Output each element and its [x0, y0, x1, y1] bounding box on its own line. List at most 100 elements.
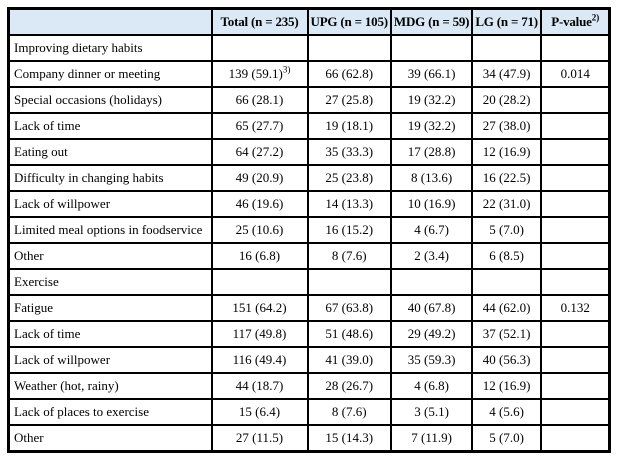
row-label: Eating out	[7, 138, 213, 166]
data-cell: 66 (62.8)	[306, 60, 392, 88]
data-cell	[539, 216, 611, 244]
footnote-ref: 3)	[282, 64, 291, 75]
data-cell: 35 (59.3)	[389, 346, 474, 374]
data-cell: 117 (49.8)	[210, 320, 309, 348]
data-cell: 4 (5.6)	[471, 398, 542, 426]
data-cell: 67 (63.8)	[306, 294, 392, 322]
data-cell: 15 (14.3)	[306, 424, 392, 453]
data-cell: 66 (28.1)	[210, 86, 309, 114]
row-label: Lack of willpower	[7, 190, 213, 218]
data-cell: 116 (49.4)	[210, 346, 309, 374]
data-cell: 16 (22.5)	[471, 164, 542, 192]
data-cell	[471, 34, 542, 62]
data-cell: 40 (56.3)	[471, 346, 542, 374]
data-cell: 35 (33.3)	[306, 138, 392, 166]
data-cell	[306, 34, 392, 62]
data-cell	[539, 242, 611, 270]
data-cell	[539, 268, 611, 296]
row-label: Weather (hot, rainy)	[7, 372, 213, 400]
data-cell: 64 (27.2)	[210, 138, 309, 166]
data-cell	[539, 398, 611, 426]
data-cell	[539, 372, 611, 400]
table-row: Lack of willpower 46 (19.6) 14 (13.3) 10 (1…	[7, 190, 611, 218]
data-cell	[539, 138, 611, 166]
data-cell: 8 (7.6)	[306, 398, 392, 426]
table-row: Weather (hot, rainy) 44 (18.7) 28 (26.7) 4 …	[7, 372, 611, 400]
data-cell: 15 (6.4)	[210, 398, 309, 426]
data-cell	[539, 164, 611, 192]
data-cell: 4 (6.7)	[389, 216, 474, 244]
data-cell: 51 (48.6)	[306, 320, 392, 348]
row-label: Lack of time	[7, 112, 213, 140]
row-label: Lack of willpower	[7, 346, 213, 374]
data-cell: 8 (7.6)	[306, 242, 392, 270]
table-row: Lack of places to exercise 15 (6.4) 8 (7.6…	[7, 398, 611, 426]
data-cell	[539, 346, 611, 374]
row-label: Fatigue	[7, 294, 213, 322]
data-cell: 27 (38.0)	[471, 112, 542, 140]
data-cell: 8 (13.6)	[389, 164, 474, 192]
data-cell: 139 (59.1)3)	[210, 60, 309, 88]
data-cell: 22 (31.0)	[471, 190, 542, 218]
table-header: Total (n = 235) UPG (n = 105) MDG (n = 59)…	[7, 7, 611, 36]
data-cell: 5 (7.0)	[471, 424, 542, 453]
table-row: Lack of willpower 116 (49.4) 41 (39.0) 35 (…	[7, 346, 611, 374]
table-row: Other 27 (11.5) 15 (14.3) 7 (11.9) 5 (7.0)	[7, 424, 611, 453]
column-header-2: MDG (n = 59)	[389, 7, 474, 36]
row-label: Special occasions (holidays)	[7, 86, 213, 114]
data-cell: 40 (67.8)	[389, 294, 474, 322]
data-cell	[539, 190, 611, 218]
table-body: Improving dietary habits Company dinner o…	[7, 34, 611, 453]
data-cell	[539, 86, 611, 114]
data-cell: 14 (13.3)	[306, 190, 392, 218]
table-row: Difficulty in changing habits 49 (20.9) 25…	[7, 164, 611, 192]
column-header-3: LG (n = 71)	[471, 7, 542, 36]
data-cell: 39 (66.1)	[389, 60, 474, 88]
data-cell: 65 (27.7)	[210, 112, 309, 140]
data-cell: 3 (5.1)	[389, 398, 474, 426]
data-cell	[306, 268, 392, 296]
data-cell: 34 (47.9)	[471, 60, 542, 88]
data-cell: 0.132	[539, 294, 611, 322]
data-cell	[210, 34, 309, 62]
row-label: Lack of places to exercise	[7, 398, 213, 426]
data-cell	[539, 320, 611, 348]
header-row: Total (n = 235) UPG (n = 105) MDG (n = 59)…	[7, 7, 611, 36]
data-cell: 10 (16.9)	[389, 190, 474, 218]
data-cell: 37 (52.1)	[471, 320, 542, 348]
data-cell: 0.014	[539, 60, 611, 88]
table-row: Eating out 64 (27.2) 35 (33.3) 17 (28.8) 12 …	[7, 138, 611, 166]
data-cell: 19 (32.2)	[389, 112, 474, 140]
data-cell: 12 (16.9)	[471, 138, 542, 166]
data-cell: 41 (39.0)	[306, 346, 392, 374]
row-label: Other	[7, 424, 213, 453]
data-cell: 6 (8.5)	[471, 242, 542, 270]
data-cell: 44 (18.7)	[210, 372, 309, 400]
data-cell: 16 (15.2)	[306, 216, 392, 244]
table-row: Lack of time 117 (49.8) 51 (48.6) 29 (49.2)…	[7, 320, 611, 348]
data-cell: 20 (28.2)	[471, 86, 542, 114]
data-cell: 25 (23.8)	[306, 164, 392, 192]
data-cell: 49 (20.9)	[210, 164, 309, 192]
data-cell	[471, 268, 542, 296]
header-empty-cell	[7, 7, 213, 36]
data-cell	[210, 268, 309, 296]
data-cell	[389, 34, 474, 62]
row-label: Limited meal options in foodservice	[7, 216, 213, 244]
barriers-table: Total (n = 235) UPG (n = 105) MDG (n = 59)…	[7, 7, 612, 453]
section-row: Improving dietary habits	[7, 34, 611, 62]
row-label: Lack of time	[7, 320, 213, 348]
row-label: Improving dietary habits	[7, 34, 213, 62]
table-row: Lack of time 65 (27.7) 19 (18.1) 19 (32.2) 2…	[7, 112, 611, 140]
row-label: Company dinner or meeting	[7, 60, 213, 88]
data-cell	[539, 112, 611, 140]
column-header-1: UPG (n = 105)	[306, 7, 392, 36]
data-cell: 46 (19.6)	[210, 190, 309, 218]
table-row: Fatigue 151 (64.2) 67 (63.8) 40 (67.8) 44 (6…	[7, 294, 611, 322]
data-cell	[539, 34, 611, 62]
data-cell: 2 (3.4)	[389, 242, 474, 270]
data-cell: 16 (6.8)	[210, 242, 309, 270]
footnote-ref: 2)	[591, 12, 600, 23]
data-cell: 29 (49.2)	[389, 320, 474, 348]
